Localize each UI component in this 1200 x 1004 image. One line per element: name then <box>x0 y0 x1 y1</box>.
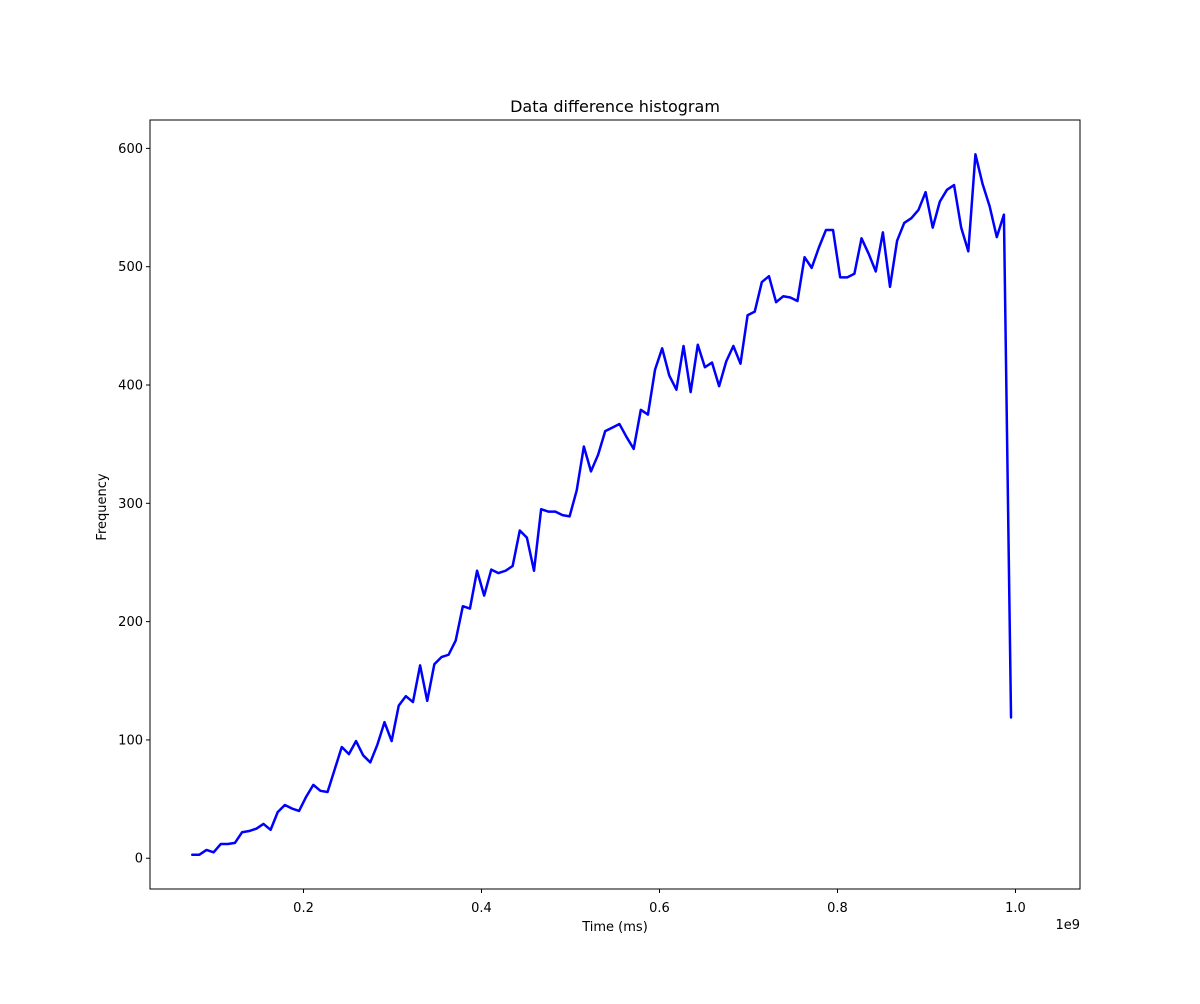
y-tick-label: 600 <box>118 142 143 157</box>
x-tick-label: 0.4 <box>471 901 492 916</box>
y-axis: 0 100 200 300 400 500 600 <box>118 142 150 867</box>
x-axis-label: Time (ms) <box>581 920 648 935</box>
plot-frame <box>149 119 1081 890</box>
y-axis-label: Frequency <box>95 473 110 540</box>
x-tick-label: 1.0 <box>1005 901 1026 916</box>
x-tick-label: 0.2 <box>293 901 314 916</box>
y-tick-label: 0 <box>135 852 143 867</box>
chart-title: Data difference histogram <box>510 97 720 116</box>
y-tick-label: 100 <box>118 733 143 748</box>
x-axis-scale-label: 1e9 <box>1055 918 1080 933</box>
y-tick-label: 500 <box>118 260 143 275</box>
y-tick-label: 300 <box>118 497 143 512</box>
x-tick-label: 0.6 <box>649 901 670 916</box>
x-tick-label: 0.8 <box>827 901 848 916</box>
y-tick-label: 200 <box>118 615 143 630</box>
y-tick-label: 400 <box>118 379 143 394</box>
data-layer <box>191 153 1013 856</box>
series-line-0 <box>191 153 1013 856</box>
x-axis: 0.2 0.4 0.6 0.8 1.0 <box>293 889 1026 916</box>
